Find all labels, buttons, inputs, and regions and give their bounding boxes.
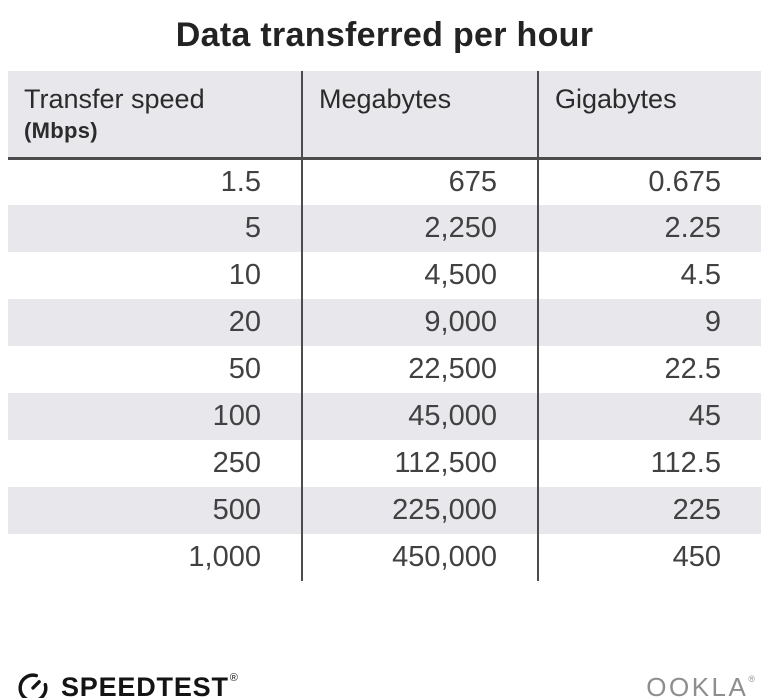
cell-megabytes: 112,500 bbox=[301, 440, 538, 487]
cell-gigabytes: 4.5 bbox=[537, 252, 761, 299]
cell-megabytes: 2,250 bbox=[301, 205, 538, 252]
cell-gigabytes: 2.25 bbox=[537, 205, 761, 252]
col-header-label: Megabytes bbox=[319, 84, 452, 114]
ookla-logo: OOKLA ® bbox=[646, 672, 755, 698]
col-header-gigabytes: Gigabytes bbox=[537, 71, 761, 160]
cell-gigabytes: 45 bbox=[537, 393, 761, 440]
cell-gigabytes: 450 bbox=[537, 534, 761, 581]
col-header-label: Transfer speed bbox=[24, 84, 205, 114]
table-row: 1.5 675 0.675 bbox=[8, 158, 761, 205]
cell-gigabytes: 9 bbox=[537, 299, 761, 346]
cell-megabytes: 9,000 bbox=[301, 299, 538, 346]
speedometer-gauge-icon bbox=[18, 673, 48, 698]
table-header-row: Transfer speed (Mbps) Megabytes Gigabyte… bbox=[8, 71, 761, 160]
cell-gigabytes: 22.5 bbox=[537, 346, 761, 393]
table-row: 5 2,250 2.25 bbox=[8, 205, 761, 252]
table-row: 500 225,000 225 bbox=[8, 487, 761, 534]
ookla-wordmark: OOKLA bbox=[646, 672, 749, 698]
cell-speed: 50 bbox=[8, 346, 302, 393]
cell-megabytes: 45,000 bbox=[301, 393, 538, 440]
speedtest-logo: SPEEDTEST ® bbox=[14, 668, 238, 698]
table-row: 100 45,000 45 bbox=[8, 393, 761, 440]
cell-speed: 5 bbox=[8, 205, 302, 252]
cell-speed: 1,000 bbox=[8, 534, 302, 581]
registered-trademark-symbol: ® bbox=[229, 672, 238, 684]
cell-speed: 500 bbox=[8, 487, 302, 534]
cell-megabytes: 22,500 bbox=[301, 346, 538, 393]
table-row: 20 9,000 9 bbox=[8, 299, 761, 346]
cell-gigabytes: 0.675 bbox=[537, 158, 761, 205]
cell-megabytes: 450,000 bbox=[301, 534, 538, 581]
cell-speed: 1.5 bbox=[8, 158, 302, 205]
table-row: 50 22,500 22.5 bbox=[8, 346, 761, 393]
infographic-page: Data transferred per hour Transfer speed… bbox=[0, 15, 769, 698]
cell-megabytes: 4,500 bbox=[301, 252, 538, 299]
cell-speed: 20 bbox=[8, 299, 302, 346]
cell-megabytes: 225,000 bbox=[301, 487, 538, 534]
table-row: 10 4,500 4.5 bbox=[8, 252, 761, 299]
cell-gigabytes: 112.5 bbox=[537, 440, 761, 487]
page-title: Data transferred per hour bbox=[175, 16, 594, 54]
col-header-label: Gigabytes bbox=[555, 84, 677, 114]
table-row: 250 112,500 112.5 bbox=[8, 440, 761, 487]
speedtest-wordmark: SPEEDTEST bbox=[61, 671, 229, 698]
col-header-transfer-speed: Transfer speed (Mbps) bbox=[8, 71, 302, 160]
table-row: 1,000 450,000 450 bbox=[8, 534, 761, 581]
registered-trademark-symbol: ® bbox=[748, 674, 755, 684]
data-table: Transfer speed (Mbps) Megabytes Gigabyte… bbox=[8, 71, 761, 581]
cell-megabytes: 675 bbox=[301, 158, 538, 205]
col-header-unit: (Mbps) bbox=[24, 118, 98, 143]
cell-speed: 100 bbox=[8, 393, 302, 440]
col-header-megabytes: Megabytes bbox=[301, 71, 538, 160]
cell-gigabytes: 225 bbox=[537, 487, 761, 534]
cell-speed: 250 bbox=[8, 440, 302, 487]
cell-speed: 10 bbox=[8, 252, 302, 299]
